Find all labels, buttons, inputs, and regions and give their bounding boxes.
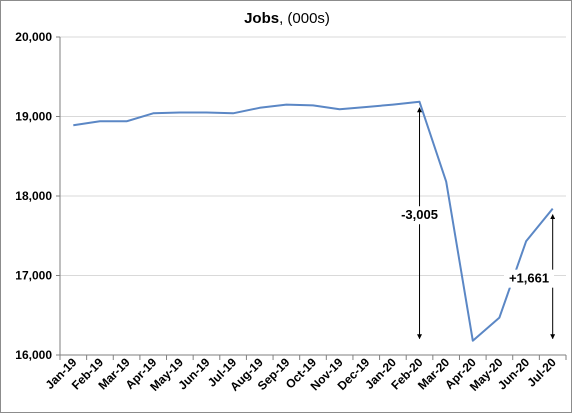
y-tick-label: 16,000 [15, 348, 52, 362]
x-axis: Jan-19Feb-19Mar-19Apr-19May-19Jun-19Jul-… [43, 354, 567, 394]
annotation-layer: -3,005 +1,661 [394, 107, 556, 340]
change-label: -3,005 [401, 207, 438, 222]
y-gridlines [60, 36, 566, 276]
y-axis: 16,000 17,000 18,000 19,000 20,000 [15, 30, 61, 362]
change-label-background [504, 269, 554, 288]
change-label: +1,661 [509, 271, 549, 286]
change-label-background [394, 206, 445, 225]
series-line [73, 100, 554, 342]
chart-title-main: Jobs [244, 10, 279, 27]
x-tick-label: Jul-20 [524, 355, 559, 390]
change-label-group: +1,661 [504, 269, 554, 288]
y-tick-label: 18,000 [15, 189, 52, 203]
chart-title: Jobs, (000s) [244, 10, 330, 27]
chart-title-units: , (000s) [279, 10, 330, 27]
change-label-group: -3,005 [394, 206, 445, 225]
y-tick-label: 17,000 [15, 269, 52, 283]
y-tick-label: 20,000 [15, 30, 52, 44]
y-tick-label: 19,000 [15, 110, 52, 124]
series-layer [73, 100, 554, 342]
